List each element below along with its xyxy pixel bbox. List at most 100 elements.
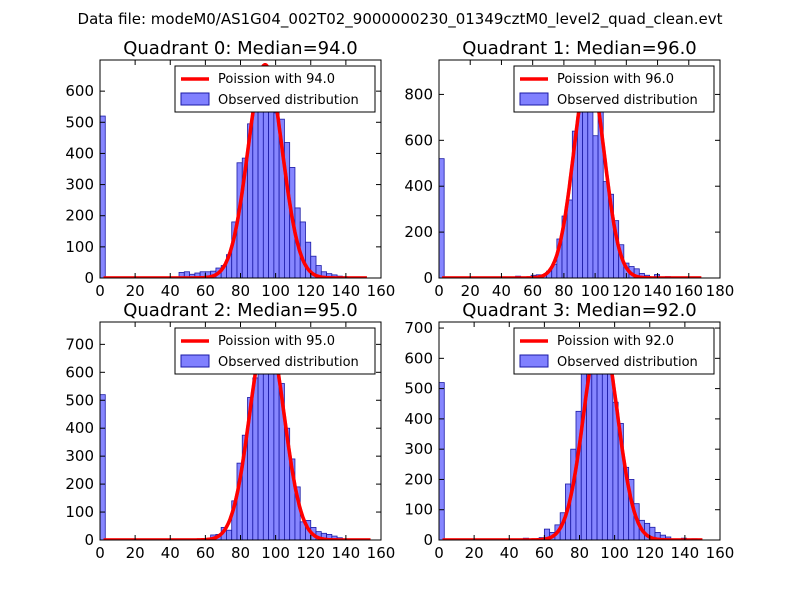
x-tick-label: 60: [196, 544, 215, 562]
y-tick-label: 100: [404, 501, 433, 519]
y-tick-label: 400: [65, 144, 94, 162]
histogram-bar: [268, 89, 275, 278]
y-tick-label: 0: [423, 269, 433, 287]
panel-title: Quadrant 3: Median=92.0: [462, 300, 697, 321]
histogram-bar: [587, 89, 594, 278]
x-tick-label: 100: [261, 544, 290, 562]
subplot-quadrant-2: Quadrant 2: Median=95.0 0 20 40 60 80 100 120 14…: [65, 300, 395, 562]
y-tick-label: 600: [65, 363, 94, 381]
x-tick-label: 140: [332, 544, 361, 562]
subplot-quadrant-3: Quadrant 3: Median=92.0 0 20 40 60 80 100 120 14…: [404, 300, 734, 562]
x-tick-label: 0: [434, 544, 444, 562]
x-tick-label: 120: [296, 282, 325, 300]
histogram-bar: [602, 181, 609, 278]
x-tick-label: 20: [461, 282, 480, 300]
subplot-quadrant-1: Quadrant 1: Median=96.0 0 20 40 60 80 100 120 14…: [404, 38, 734, 300]
x-tick-label: 140: [332, 282, 361, 300]
x-tick-label: 100: [581, 282, 610, 300]
histogram-bar: [607, 367, 614, 540]
histogram-bar: [601, 351, 608, 540]
y-tick-label: 800: [404, 85, 433, 103]
y-tick-label: 200: [404, 470, 433, 488]
poisson-curve-group: [102, 329, 372, 540]
y-tick-label: 0: [84, 531, 94, 549]
legend-curve-label: Poission with 94.0: [218, 72, 335, 87]
x-tick-label: 20: [126, 544, 145, 562]
x-tick-label: 160: [367, 544, 396, 562]
x-tick-label: 20: [126, 282, 145, 300]
histogram-bar: [262, 86, 269, 278]
subplot-quadrant-0: Quadrant 0: Median=94.0 0 20 40 60 80 100 120 14…: [65, 38, 395, 300]
subplot-grid: Quadrant 0: Median=94.0 0 20 40 60 80 100 120 14…: [65, 38, 734, 562]
histogram-bar: [100, 394, 106, 540]
legend-curve-label: Poission with 92.0: [557, 334, 674, 349]
poisson-curve: [441, 329, 704, 540]
histogram-bar: [591, 345, 598, 540]
y-tick-label: 0: [423, 531, 433, 549]
x-tick-label: 20: [465, 544, 484, 562]
legend-bars-label: Observed distribution: [557, 93, 698, 108]
y-tick-label: 500: [65, 391, 94, 409]
legend-bars-swatch: [519, 92, 549, 106]
y-tick-label: 200: [65, 475, 94, 493]
histogram-bar: [577, 107, 584, 278]
histogram-bar: [439, 382, 445, 540]
x-tick-label: 60: [523, 282, 542, 300]
histogram-bars: [100, 334, 349, 540]
histogram-bar: [439, 158, 445, 278]
legend: Poission with 92.0 Observed distribution: [513, 327, 715, 375]
legend: Poission with 94.0 Observed distribution: [174, 65, 376, 113]
y-tick-label: 0: [84, 269, 94, 287]
legend-bars-label: Observed distribution: [218, 355, 359, 370]
x-tick-label: 80: [231, 544, 250, 562]
x-tick-label: 160: [706, 544, 735, 562]
panel-title: Quadrant 0: Median=94.0: [123, 38, 358, 59]
y-tick-label: 700: [404, 319, 433, 337]
x-tick-label: 160: [367, 282, 396, 300]
y-tick-label: 400: [65, 419, 94, 437]
x-tick-label: 40: [161, 544, 180, 562]
panel-title: Quadrant 2: Median=95.0: [123, 300, 358, 321]
histogram-bar: [273, 112, 280, 278]
figure-title: Data file: modeM0/AS1G04_002T02_90000002…: [78, 10, 723, 29]
x-tick-label: 100: [261, 282, 290, 300]
x-tick-label: 0: [95, 282, 105, 300]
histogram-bar: [226, 529, 233, 540]
poisson-curve-group: [441, 69, 703, 278]
x-tick-label: 0: [95, 544, 105, 562]
x-tick-label: 120: [635, 544, 664, 562]
y-tick-label: 300: [404, 440, 433, 458]
legend-bars-swatch: [180, 92, 210, 106]
x-tick-label: 60: [535, 544, 554, 562]
y-tick-label: 100: [65, 503, 94, 521]
x-tick-label: 40: [500, 544, 519, 562]
y-tick-label: 300: [65, 176, 94, 194]
poisson-curve: [102, 329, 372, 540]
histogram-bar: [257, 87, 264, 278]
x-tick-label: 140: [671, 544, 700, 562]
poisson-curve: [441, 69, 703, 278]
legend-curve-label: Poission with 95.0: [218, 334, 335, 349]
legend-curve-label: Poission with 96.0: [557, 72, 674, 87]
axes-frame: [438, 59, 721, 279]
y-tick-label: 700: [65, 335, 94, 353]
y-tick-label: 600: [65, 82, 94, 100]
y-tick-label: 600: [404, 131, 433, 149]
y-tick-label: 400: [404, 177, 433, 195]
x-tick-label: 40: [492, 282, 511, 300]
y-tick-label: 100: [65, 238, 94, 256]
y-tick-label: 300: [65, 447, 94, 465]
x-tick-label: 180: [706, 282, 735, 300]
legend-bars-swatch: [180, 354, 210, 368]
legend: Poission with 95.0 Observed distribution: [174, 327, 376, 375]
histogram-bar: [252, 377, 259, 540]
x-tick-label: 80: [554, 282, 573, 300]
histogram-bar: [100, 115, 106, 278]
histogram-bar: [592, 135, 599, 278]
x-tick-label: 60: [196, 282, 215, 300]
y-tick-label: 600: [404, 349, 433, 367]
legend-bars-label: Observed distribution: [557, 355, 698, 370]
legend-bars-swatch: [519, 354, 549, 368]
poisson-curve-group: [102, 62, 368, 278]
